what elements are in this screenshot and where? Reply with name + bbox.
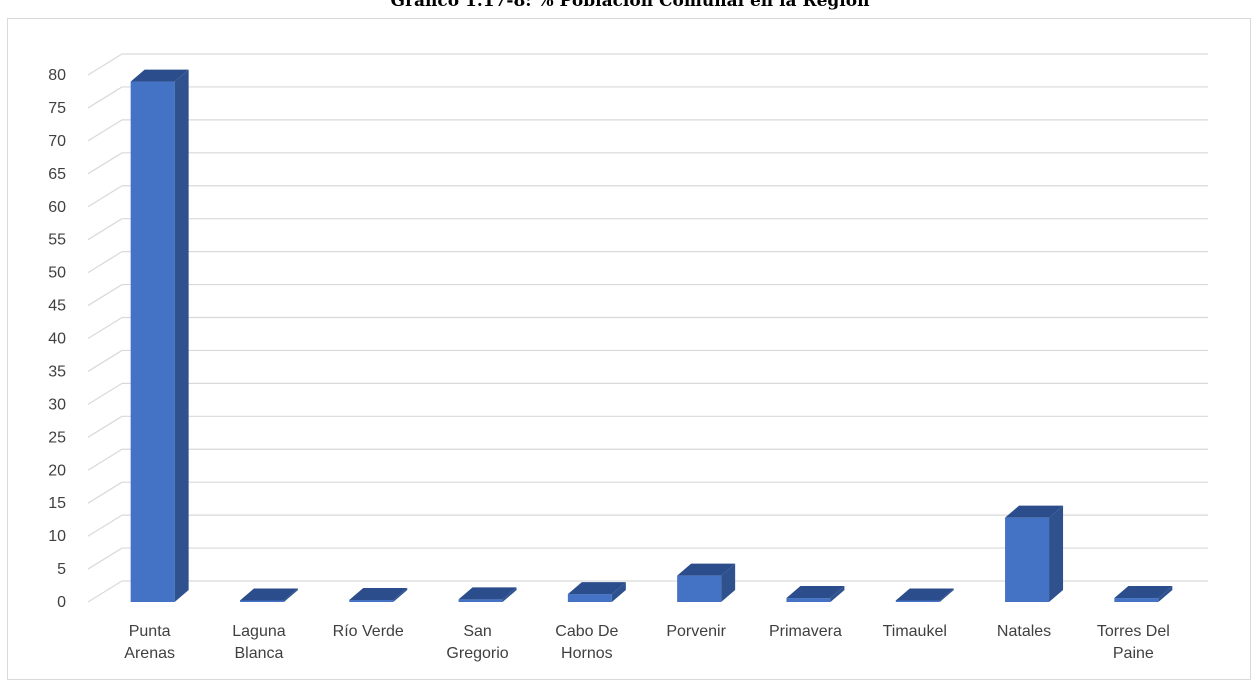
x-category-label-line: Punta	[129, 623, 171, 640]
x-category-label: Torres Del Paine	[1097, 623, 1170, 662]
x-category-label-line: Río Verde	[333, 623, 404, 640]
bar-side-face	[175, 70, 189, 602]
x-category-label: Timaukel	[883, 623, 947, 640]
bar-1	[131, 70, 189, 602]
gridline-depth	[88, 219, 122, 240]
x-category-label: Cabo De Hornos	[555, 623, 618, 662]
y-tick-label: 15	[48, 495, 66, 512]
y-tick-label: 45	[48, 298, 66, 315]
bar-3	[349, 588, 407, 602]
x-category-label-line: Primavera	[769, 623, 842, 640]
bar-6	[677, 564, 735, 602]
x-category-label-line: Gregorio	[446, 645, 508, 662]
y-tick-label: 35	[48, 363, 66, 380]
x-category-label-line: Porvenir	[666, 623, 726, 640]
x-category-label: Porvenir	[666, 623, 726, 640]
x-category-label-line: San	[463, 623, 491, 640]
y-tick-labels: 0 5 10 15 20 25 30 35 40 45 50 55 60 65 70 75 80	[48, 67, 66, 611]
y-tick-label: 65	[48, 166, 66, 183]
bar-front-face	[786, 598, 830, 602]
bar-front-face	[1114, 598, 1158, 602]
x-category-label: San Gregorio	[446, 623, 508, 662]
bar-2	[240, 589, 298, 603]
x-category-label: Natales	[997, 623, 1051, 640]
x-category-label-line: Hornos	[561, 645, 613, 662]
chart-title: Gráfico 1.17-8: % Población Comunal en l…	[0, 0, 1260, 11]
bar-5	[568, 582, 626, 602]
gridline-depth	[88, 120, 122, 141]
gridline-depth	[88, 318, 122, 339]
bar-front-face	[1005, 518, 1049, 602]
bars	[131, 70, 1173, 602]
y-tick-label: 60	[48, 199, 66, 216]
bar-8	[896, 589, 954, 603]
x-category-label-line: Natales	[997, 623, 1051, 640]
gridline-depth	[88, 54, 122, 75]
x-category-label-line: Paine	[1113, 645, 1154, 662]
gridline-depth	[88, 186, 122, 207]
y-tick-label: 70	[48, 133, 66, 150]
bar-7	[786, 586, 844, 602]
x-category-label-line: Laguna	[232, 623, 285, 640]
gridline-depth	[88, 153, 122, 174]
bar-front-face	[459, 599, 503, 602]
y-tick-label: 0	[57, 594, 66, 611]
bar-top-face	[459, 587, 517, 599]
y-tick-label: 75	[48, 100, 66, 117]
x-category-labels: Punta Arenas Laguna Blanca Río Verde San Grego…	[124, 623, 1170, 662]
bar-front-face	[677, 576, 721, 602]
bar-front-face	[568, 594, 612, 602]
y-tick-label: 50	[48, 265, 66, 282]
y-tick-label: 25	[48, 429, 66, 446]
y-tick-label: 55	[48, 232, 66, 249]
bar-front-face	[131, 82, 175, 602]
bar-front-face	[349, 600, 393, 602]
y-tick-label: 10	[48, 528, 66, 545]
gridline-depth	[88, 449, 122, 470]
x-category-label-line: Torres Del	[1097, 623, 1170, 640]
y-tick-label: 5	[57, 561, 66, 578]
x-category-label-line: Cabo De	[555, 623, 618, 640]
bar-4	[459, 587, 517, 602]
y-tick-label: 40	[48, 331, 66, 348]
y-tick-label: 30	[48, 396, 66, 413]
x-category-label-line: Arenas	[124, 645, 175, 662]
bar-top-face	[349, 588, 407, 600]
gridline-depth	[88, 515, 122, 536]
bar-10	[1114, 586, 1172, 602]
gridline-depth	[88, 416, 122, 437]
bar-front-face	[896, 601, 940, 603]
x-category-label: Punta Arenas	[124, 623, 175, 662]
y-tick-label: 80	[48, 67, 66, 84]
gridline-depth	[88, 350, 122, 371]
bar-9	[1005, 506, 1063, 602]
gridline-depth	[88, 252, 122, 273]
x-category-label: Primavera	[769, 623, 842, 640]
gridline-depth	[88, 87, 122, 108]
gridline-depth	[88, 482, 122, 503]
x-category-label-line: Blanca	[234, 645, 283, 662]
bar-top-face	[240, 589, 298, 601]
gridline-depth	[88, 383, 122, 404]
bar-top-face	[896, 589, 954, 601]
gridline-depth	[88, 548, 122, 569]
bar-side-face	[1049, 506, 1063, 602]
x-category-label-line: Timaukel	[883, 623, 947, 640]
y-tick-label: 20	[48, 462, 66, 479]
gridline-depth	[88, 285, 122, 306]
x-category-label: Laguna Blanca	[232, 623, 285, 662]
bar-front-face	[240, 601, 284, 603]
gridline-depth	[88, 581, 122, 602]
x-category-label: Río Verde	[333, 623, 404, 640]
